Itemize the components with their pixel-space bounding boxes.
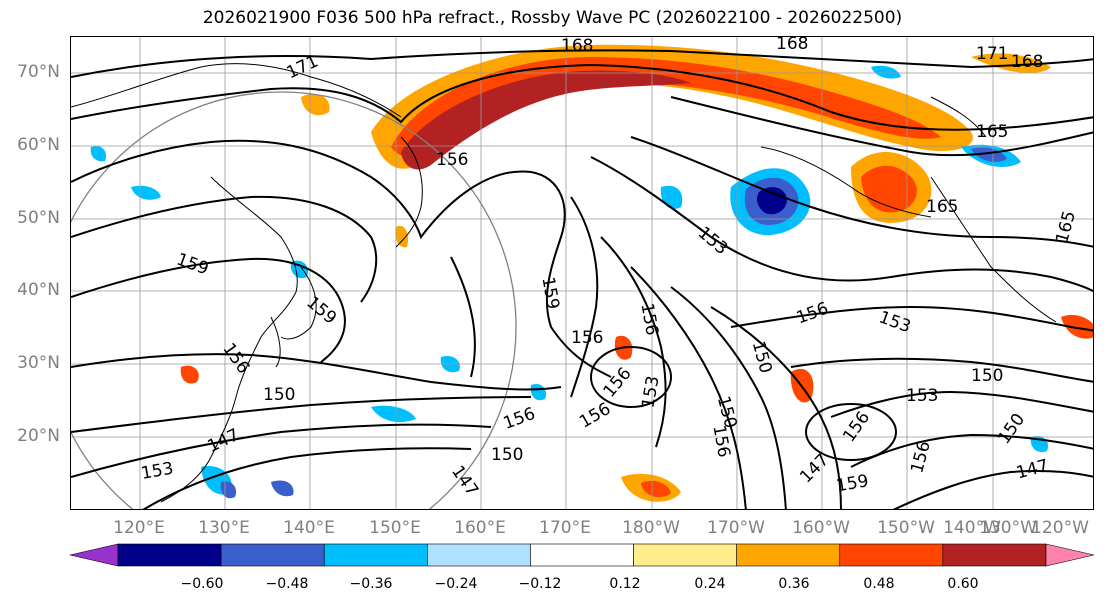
- lat-label: 70°N: [17, 62, 60, 82]
- contour-label: 168: [776, 37, 808, 54]
- colorbar-tick: −0.24: [434, 576, 478, 592]
- contour-label: 168: [1011, 52, 1043, 72]
- colorbar-segment: [427, 543, 531, 567]
- height-contours: [71, 49, 1093, 509]
- lon-label: 130°W: [979, 518, 1037, 538]
- contour-label: 156: [571, 328, 603, 348]
- contour-label: 147: [447, 462, 482, 500]
- colorbar-segment: [69, 543, 119, 567]
- colorbar-tick: −0.12: [518, 576, 562, 592]
- contour-labels: 168 168 171 168 171 165 156 165 165 159 …: [140, 37, 1080, 500]
- lon-label: 170°E: [539, 518, 591, 538]
- colorbar: [69, 543, 1095, 567]
- colorbar-segment: [530, 543, 634, 567]
- colorbar-segment: [942, 543, 1047, 567]
- contour-label: 165: [976, 122, 1008, 142]
- colorbar-tick: −0.60: [180, 576, 224, 592]
- colorbar-tick: 0.12: [609, 576, 641, 592]
- lon-label: 120°E: [113, 518, 165, 538]
- contour-label: 156: [794, 299, 831, 329]
- colorbar-tick: 0.48: [863, 576, 895, 592]
- contour-label: 156: [839, 408, 874, 446]
- lon-label: 160°W: [792, 518, 850, 538]
- map-panel: 168 168 171 168 171 165 156 165 165 159 …: [70, 36, 1094, 510]
- contour-label: 150: [263, 385, 295, 405]
- lat-label: 50°N: [17, 208, 60, 228]
- colorbar-tick: 0.24: [694, 576, 726, 592]
- contour-label: 150: [994, 410, 1029, 448]
- coastlines: [71, 63, 1057, 503]
- contour-label: 168: [561, 37, 593, 56]
- reference-circle: [71, 91, 517, 509]
- colorbar-tick: −0.48: [265, 576, 309, 592]
- contour-label: 150: [491, 445, 523, 465]
- colorbar-tick: −0.36: [349, 576, 393, 592]
- lon-label: 140°E: [283, 518, 335, 538]
- contour-label: 153: [876, 307, 913, 337]
- contour-label: 153: [140, 459, 175, 484]
- colorbar-segment: [117, 543, 222, 567]
- lon-label: 150°E: [369, 518, 421, 538]
- contour-label: 159: [302, 292, 340, 328]
- colorbar-segment: [1045, 543, 1095, 567]
- lon-label: 150°W: [877, 518, 935, 538]
- contour-label: 159: [835, 471, 870, 496]
- colorbar-tick: 0.60: [947, 576, 979, 592]
- contour-label: 165: [926, 197, 958, 217]
- lat-label: 20°N: [17, 426, 60, 446]
- colorbar-segment: [736, 543, 841, 567]
- contour-label: 147: [205, 425, 243, 457]
- contour-label: 156: [599, 364, 635, 402]
- contour-label: 165: [1052, 209, 1080, 246]
- contour-label: 159: [174, 250, 211, 280]
- lat-label: 30°N: [17, 353, 60, 373]
- colorbar-segment: [839, 543, 944, 567]
- lon-label: 180°W: [622, 518, 680, 538]
- lat-label: 40°N: [17, 280, 60, 300]
- lon-label: 160°E: [454, 518, 506, 538]
- contour-label: 156: [576, 399, 614, 433]
- lon-label: 130°E: [198, 518, 250, 538]
- contour-label: 153: [638, 374, 663, 409]
- colorbar-segment: [323, 543, 428, 567]
- contour-label: 150: [748, 339, 776, 376]
- map-plot: 168 168 171 168 171 165 156 165 165 159 …: [71, 37, 1093, 509]
- contour-label: 153: [906, 386, 938, 406]
- contour-label: 159: [537, 275, 562, 310]
- lon-label: 120°W: [1031, 518, 1089, 538]
- contour-label: 156: [218, 340, 253, 378]
- colorbar-tick: 0.36: [778, 576, 810, 592]
- lon-label: 140°W: [943, 518, 1001, 538]
- contour-label: 156: [436, 150, 468, 170]
- colorbar-segment: [633, 543, 737, 567]
- contour-label: 150: [971, 366, 1003, 386]
- contour-label: 156: [501, 404, 538, 434]
- colorbar-segment: [220, 543, 325, 567]
- contour-label: 156: [636, 302, 661, 337]
- page-title: 2026021900 F036 500 hPa refract., Rossby…: [202, 8, 903, 28]
- contour-label: 147: [1014, 456, 1051, 484]
- lon-label: 170°W: [707, 518, 765, 538]
- contour-label: 156: [708, 424, 733, 459]
- contour-label: 171: [976, 44, 1008, 64]
- lat-label: 60°N: [17, 135, 60, 155]
